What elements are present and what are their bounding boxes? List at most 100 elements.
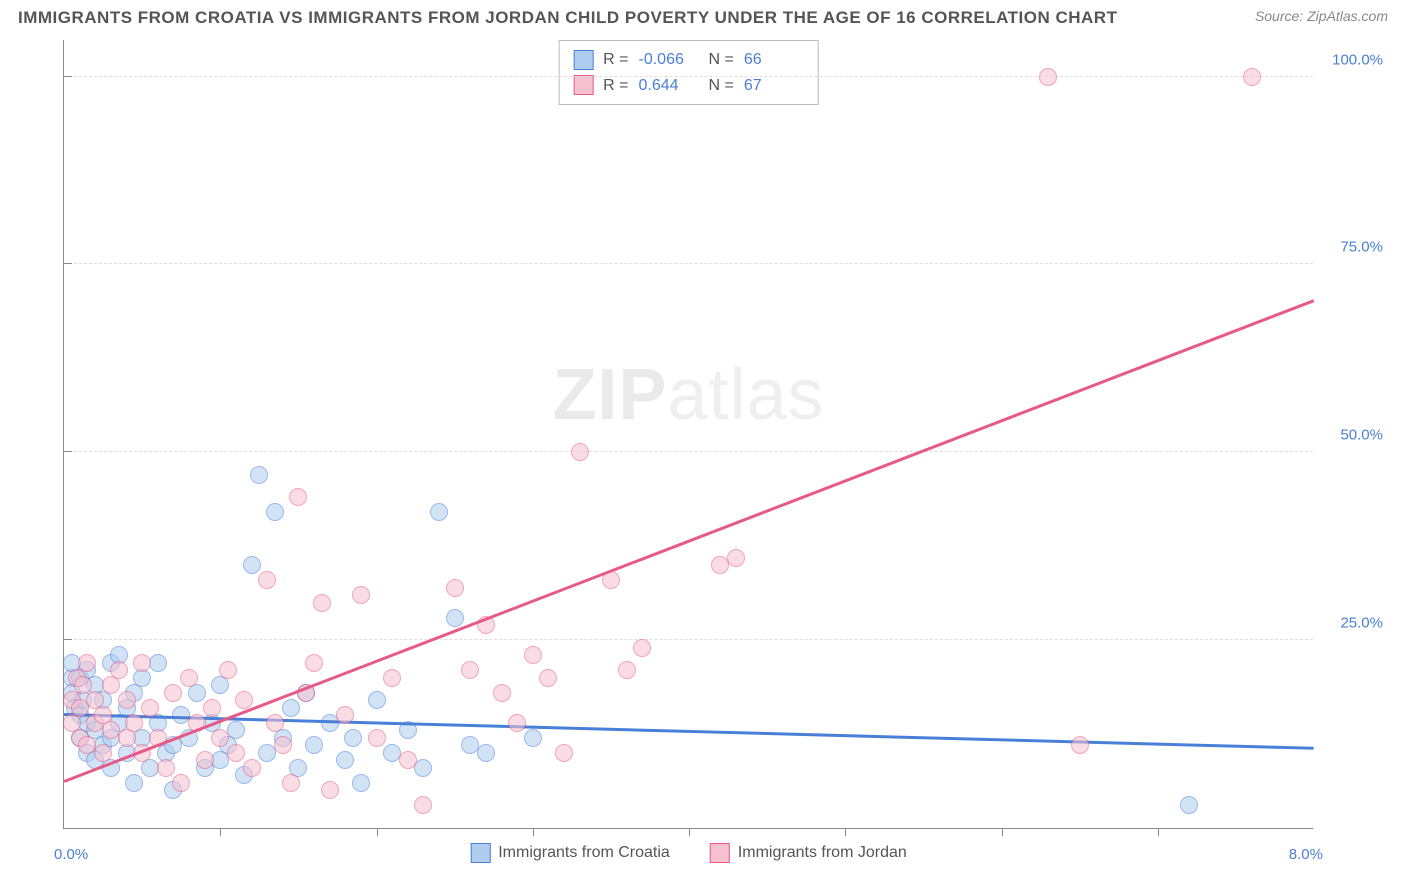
scatter-point — [94, 744, 112, 762]
scatter-point — [172, 774, 190, 792]
scatter-point — [118, 691, 136, 709]
scatter-point — [211, 729, 229, 747]
legend-item: Immigrants from Jordan — [710, 843, 907, 863]
source-attribution: Source: ZipAtlas.com — [1255, 8, 1388, 24]
scatter-point — [493, 684, 511, 702]
scatter-point — [1071, 736, 1089, 754]
trend-line — [64, 713, 1314, 749]
legend-label: Immigrants from Croatia — [498, 844, 670, 862]
scatter-point — [125, 714, 143, 732]
y-tick — [64, 639, 72, 640]
watermark-light: atlas — [667, 355, 824, 435]
scatter-point — [282, 699, 300, 717]
legend-item: Immigrants from Croatia — [470, 843, 670, 863]
scatter-point — [243, 759, 261, 777]
scatter-point — [555, 744, 573, 762]
scatter-point — [149, 654, 167, 672]
stat-r-value: -0.066 — [639, 47, 699, 73]
scatter-point — [727, 549, 745, 567]
legend-swatch — [573, 75, 593, 95]
y-tick-label: 100.0% — [1323, 51, 1383, 68]
scatter-point — [274, 736, 292, 754]
y-tick-label: 25.0% — [1323, 615, 1383, 632]
x-tick — [1002, 828, 1003, 836]
scatter-point — [227, 721, 245, 739]
scatter-point — [219, 661, 237, 679]
scatter-point — [266, 503, 284, 521]
scatter-point — [477, 744, 495, 762]
legend-swatch — [573, 50, 593, 70]
y-tick — [64, 263, 72, 264]
scatter-point — [414, 796, 432, 814]
legend-swatch — [470, 843, 490, 863]
x-axis-min-label: 0.0% — [54, 846, 88, 863]
scatter-point — [1039, 68, 1057, 86]
bottom-legend: Immigrants from Croatia Immigrants from J… — [470, 843, 907, 863]
scatter-point — [125, 774, 143, 792]
stat-r-label: R = — [603, 47, 628, 73]
scatter-point — [539, 669, 557, 687]
gridline — [64, 263, 1313, 264]
scatter-point — [430, 503, 448, 521]
scatter-point — [250, 466, 268, 484]
scatter-point — [243, 556, 261, 574]
scatter-point — [633, 639, 651, 657]
scatter-point — [141, 699, 159, 717]
scatter-point — [196, 751, 214, 769]
scatter-point — [266, 714, 284, 732]
x-axis-max-label: 8.0% — [1289, 846, 1323, 863]
scatter-point — [258, 571, 276, 589]
scatter-point — [164, 684, 182, 702]
y-tick — [64, 451, 72, 452]
scatter-point — [227, 744, 245, 762]
scatter-point — [305, 654, 323, 672]
scatter-point — [352, 586, 370, 604]
scatter-point — [321, 781, 339, 799]
scatter-point — [368, 691, 386, 709]
gridline — [64, 639, 1313, 640]
scatter-point — [524, 729, 542, 747]
scatter-point — [368, 729, 386, 747]
scatter-point — [414, 759, 432, 777]
scatter-point — [313, 594, 331, 612]
scatter-point — [282, 774, 300, 792]
x-tick — [533, 828, 534, 836]
scatter-point — [289, 488, 307, 506]
y-tick-label: 50.0% — [1323, 427, 1383, 444]
scatter-point — [524, 646, 542, 664]
gridline — [64, 76, 1313, 77]
scatter-point — [1180, 796, 1198, 814]
scatter-point — [74, 676, 92, 694]
y-tick — [64, 76, 72, 77]
scatter-point — [78, 654, 96, 672]
x-tick — [689, 828, 690, 836]
watermark: ZIPatlas — [552, 354, 824, 436]
x-tick — [1158, 828, 1159, 836]
stats-row: R =-0.066N =66 — [573, 47, 804, 73]
scatter-point — [110, 661, 128, 679]
scatter-point — [352, 774, 370, 792]
trend-line — [64, 300, 1315, 783]
legend-swatch — [710, 843, 730, 863]
x-tick — [845, 828, 846, 836]
chart-title: IMMIGRANTS FROM CROATIA VS IMMIGRANTS FR… — [18, 8, 1117, 28]
watermark-bold: ZIP — [552, 355, 667, 435]
gridline — [64, 451, 1313, 452]
scatter-point — [383, 669, 401, 687]
scatter-point — [203, 699, 221, 717]
scatter-point — [305, 736, 323, 754]
stat-n-label: N = — [709, 47, 734, 73]
scatter-point — [461, 661, 479, 679]
scatter-point — [133, 654, 151, 672]
scatter-point — [336, 751, 354, 769]
x-tick — [377, 828, 378, 836]
chart-container: Child Poverty Under the Age of 16 ZIPatl… — [18, 40, 1388, 874]
scatter-point — [618, 661, 636, 679]
scatter-point — [571, 443, 589, 461]
scatter-point — [336, 706, 354, 724]
scatter-point — [344, 729, 362, 747]
legend-label: Immigrants from Jordan — [738, 844, 907, 862]
scatter-point — [157, 759, 175, 777]
plot-area: ZIPatlas R =-0.066N =66R =0.644N =67 Imm… — [63, 40, 1313, 829]
scatter-point — [446, 609, 464, 627]
